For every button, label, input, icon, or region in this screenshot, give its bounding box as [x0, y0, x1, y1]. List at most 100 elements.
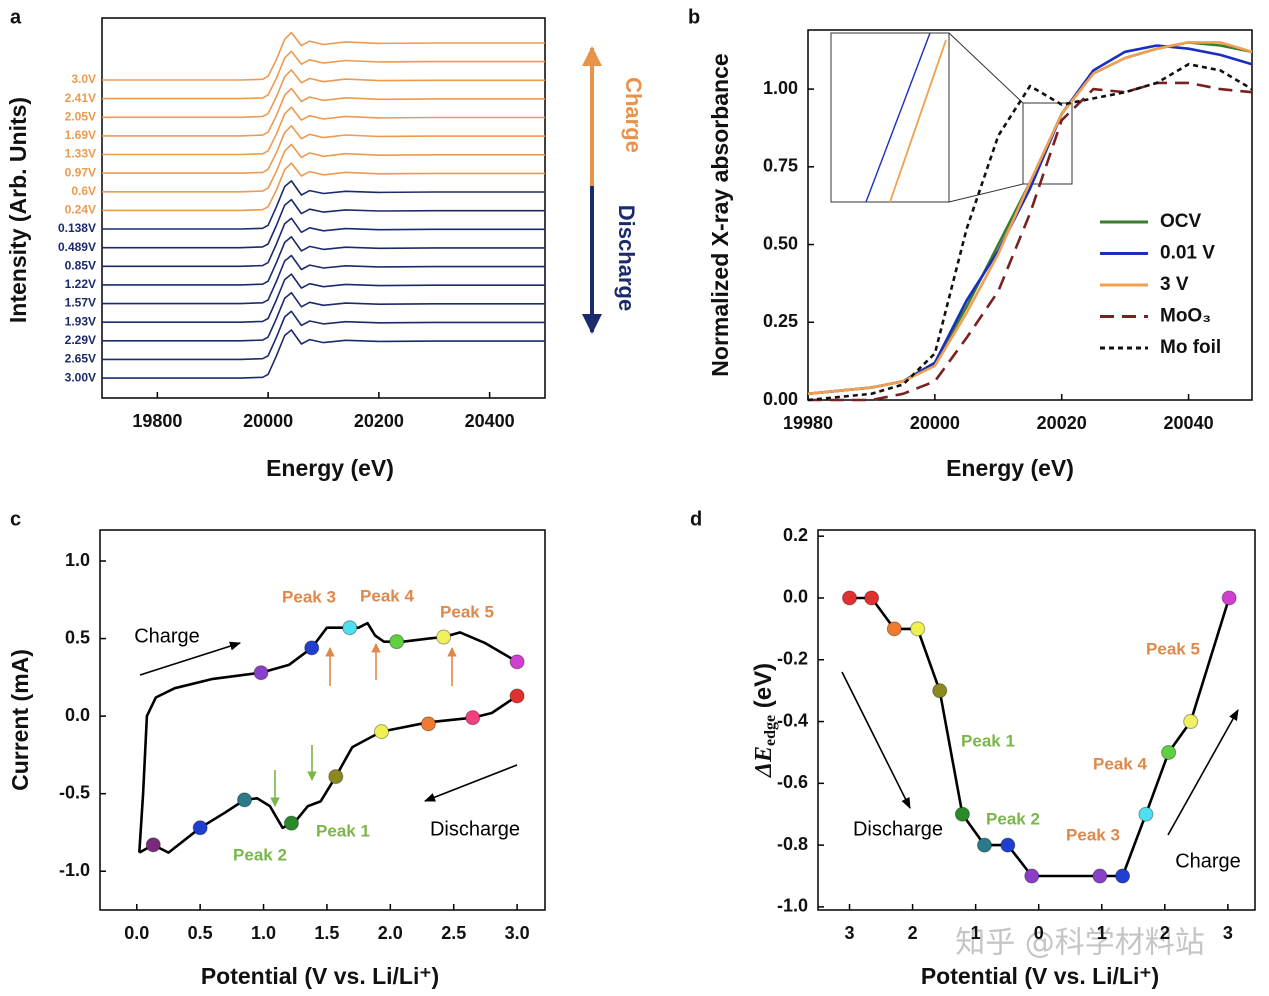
series-label: 0.6V [71, 184, 96, 198]
annotation: Peak 5 [440, 602, 494, 621]
annotation: Peak 2 [986, 809, 1040, 828]
y-axis-label: Intensity (Arb. Units) [5, 97, 31, 323]
marker [237, 792, 253, 808]
plot-frame [99, 529, 546, 911]
y-tick-label: 0.00 [763, 389, 798, 409]
legend-label: MoO₃ [1160, 306, 1211, 327]
annotation: Peak 4 [1093, 754, 1147, 773]
y-tick-label: 0.0 [65, 705, 90, 725]
series-line [102, 254, 545, 305]
x-tick-label: 20000 [910, 413, 960, 433]
y-tick-label: 0.50 [763, 233, 798, 253]
plot-frame [807, 29, 1253, 401]
y-tick-label: 1.0 [65, 550, 90, 570]
series-label: 0.85V [65, 258, 96, 272]
marker [509, 688, 525, 704]
x-tick-label: 19980 [783, 413, 833, 433]
y-tick-label: 0.5 [65, 627, 90, 647]
panel-label: c [10, 508, 21, 530]
series-label: 0.97V [65, 165, 96, 179]
y-tick-label: -0.4 [777, 710, 808, 730]
series-label: 1.93V [65, 314, 96, 328]
annotation: Charge [1175, 850, 1241, 872]
y-tick-label: 0.25 [763, 311, 798, 331]
series-line [807, 62, 1253, 402]
series-line [102, 31, 545, 81]
series-line [102, 50, 545, 100]
marker [932, 683, 948, 699]
series-line [808, 81, 1253, 402]
series-line [102, 106, 545, 156]
y-tick-label: -0.8 [777, 834, 808, 854]
series-label: 1.69V [65, 128, 96, 142]
x-tick-label: 19800 [132, 411, 182, 431]
d-arrows [841, 671, 1239, 836]
marker [1161, 744, 1177, 760]
marker [976, 837, 992, 853]
y-tick-label: 0.75 [763, 156, 798, 176]
inset [830, 32, 1073, 203]
y-tick-label: -0.6 [777, 772, 808, 792]
x-tick-label: 3 [1223, 923, 1233, 943]
x-tick-label: 20200 [354, 411, 404, 431]
series-label: 0.138V [58, 221, 96, 235]
y-tick-label: 0.2 [783, 525, 808, 545]
x-tick-label: 0.0 [124, 923, 149, 943]
marker [1092, 868, 1108, 884]
series-label: 1.22V [65, 277, 96, 291]
x-tick-label: 2 [908, 923, 918, 943]
marker [1221, 590, 1237, 606]
y-tick-label: -1.0 [777, 896, 808, 916]
x-tick-label: 2 [1160, 923, 1170, 943]
x-tick-label: 20000 [243, 411, 293, 431]
y-tick-label: -1.0 [59, 860, 90, 880]
marker [509, 654, 525, 670]
x-tick-label: 2.5 [441, 923, 466, 943]
x-axis-label: Energy (eV) [946, 455, 1074, 481]
y-tick-label: -0.5 [59, 782, 90, 802]
series-line [102, 180, 545, 230]
marker [420, 716, 436, 732]
x-tick-label: 2.0 [378, 923, 403, 943]
marker [1115, 868, 1131, 884]
annotation: Peak 3 [1066, 825, 1120, 844]
series-line [102, 143, 545, 193]
series-line [102, 273, 545, 323]
legend-label: 0.01 V [1160, 243, 1215, 264]
x-tick-label: 0.5 [188, 923, 213, 943]
x-tick-label: 20040 [1164, 413, 1214, 433]
panel-label: a [10, 6, 22, 28]
x-tick-label: 3 [845, 923, 855, 943]
x-axis-label: Potential (V vs. Li/Li⁺) [201, 963, 439, 989]
marker [1138, 806, 1154, 822]
series-label: 3.00V [65, 370, 96, 384]
annotation: Peak 1 [961, 731, 1015, 750]
series-label: 0.24V [65, 203, 96, 217]
series-label: 3.0V [71, 72, 96, 86]
series-line [102, 125, 545, 174]
panel-label: b [688, 6, 700, 28]
marker [253, 665, 269, 681]
x-tick-label: 1.5 [314, 923, 339, 943]
marker [192, 820, 208, 836]
marker [842, 590, 858, 606]
series-line [102, 162, 545, 212]
legend-label: Mo foil [1160, 337, 1221, 358]
y-label-symbol: ΔE [751, 746, 777, 778]
x-axis-label: Energy (eV) [266, 455, 394, 481]
annotation: Discharge [614, 205, 639, 311]
y-tick-label: -0.2 [777, 649, 808, 669]
marker [465, 710, 481, 726]
marker [304, 640, 320, 656]
marker [864, 590, 880, 606]
x-tick-label: 20400 [465, 411, 515, 431]
y-axis-label: Current (mA) [7, 649, 33, 791]
y-axis-label: Normalized X-ray absorbance [707, 53, 733, 376]
annotation: Peak 3 [282, 587, 336, 606]
x-tick-label: 20020 [1037, 413, 1087, 433]
annotation: Charge [134, 625, 200, 647]
series-label: 2.05V [65, 109, 96, 123]
y-tick-label: 1.00 [763, 78, 798, 98]
marker [954, 806, 970, 822]
